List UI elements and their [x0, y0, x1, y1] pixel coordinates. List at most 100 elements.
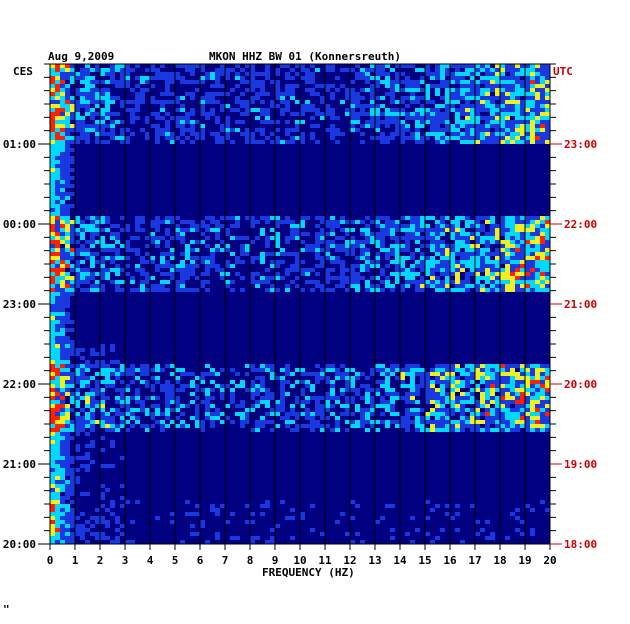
spectrogram-cell: [350, 396, 355, 400]
spectrogram-cell: [50, 128, 55, 132]
spectrogram-cell: [250, 100, 255, 104]
spectrogram-cell: [435, 408, 440, 412]
spectrogram-cell: [530, 224, 535, 228]
spectrogram-cell: [80, 364, 85, 368]
spectrogram-cell: [125, 76, 130, 80]
spectrogram-cell: [455, 232, 460, 236]
spectrogram-cell: [250, 512, 255, 516]
spectrogram-cell: [210, 220, 215, 224]
spectrogram-cell: [440, 372, 445, 376]
spectrogram-cell: [90, 444, 95, 448]
spectrogram-cell: [55, 508, 60, 512]
spectrogram-cell: [410, 392, 415, 396]
spectrogram-cell: [375, 260, 380, 264]
spectrogram-cell: [440, 268, 445, 272]
spectrogram-cell: [50, 372, 55, 376]
spectrogram-cell: [535, 248, 540, 252]
spectrogram-cell: [125, 404, 130, 408]
spectrogram-cell: [100, 108, 105, 112]
spectrogram-cell: [175, 288, 180, 292]
spectrogram-cell: [460, 380, 465, 384]
spectrogram-cell: [175, 368, 180, 372]
spectrogram-cell: [530, 376, 535, 380]
spectrogram-cell: [525, 260, 530, 264]
spectrogram-cell: [460, 216, 465, 220]
spectrogram-cell: [545, 236, 550, 240]
spectrogram-cell: [365, 120, 370, 124]
spectrogram-cell: [75, 232, 80, 236]
spectrogram-cell: [160, 92, 165, 96]
spectrogram-cell: [220, 368, 225, 372]
spectrogram-cell: [130, 248, 135, 252]
spectrogram-cell: [105, 276, 110, 280]
spectrogram-cell: [480, 376, 485, 380]
spectrogram-cell: [170, 216, 175, 220]
spectrogram-cell: [135, 416, 140, 420]
spectrogram-cell: [495, 376, 500, 380]
spectrogram-cell: [350, 248, 355, 252]
spectrogram-cell: [390, 388, 395, 392]
spectrogram-cell: [65, 360, 70, 364]
spectrogram-cell: [110, 444, 115, 448]
spectrogram-cell: [485, 260, 490, 264]
spectrogram-cell: [355, 280, 360, 284]
spectrogram-cell: [260, 260, 265, 264]
spectrogram-cell: [290, 88, 295, 92]
spectrogram-cell: [170, 392, 175, 396]
spectrogram-cell: [70, 508, 75, 512]
spectrogram-cell: [50, 428, 55, 432]
spectrogram-cell: [70, 512, 75, 516]
x-tick-label: 7: [222, 554, 229, 567]
spectrogram-cell: [285, 416, 290, 420]
spectrogram-cell: [55, 472, 60, 476]
spectrogram-cell: [130, 288, 135, 292]
spectrogram-cell: [545, 88, 550, 92]
spectrogram-cell: [55, 300, 60, 304]
spectrogram-cell: [85, 464, 90, 468]
spectrogram-cell: [340, 68, 345, 72]
spectrogram-cell: [115, 284, 120, 288]
spectrogram-cell: [65, 524, 70, 528]
spectrogram-cell: [400, 256, 405, 260]
spectrogram-cell: [80, 88, 85, 92]
spectrogram-cell: [230, 288, 235, 292]
spectrogram-cell: [460, 408, 465, 412]
spectrogram-cell: [270, 228, 275, 232]
spectrogram-cell: [60, 452, 65, 456]
spectrogram-cell: [300, 388, 305, 392]
spectrogram-cell: [120, 120, 125, 124]
spectrogram-cell: [500, 276, 505, 280]
spectrogram-cell: [55, 216, 60, 220]
spectrogram-cell: [375, 276, 380, 280]
spectrogram-cell: [495, 280, 500, 284]
spectrogram-cell: [400, 372, 405, 376]
spectrogram-cell: [205, 236, 210, 240]
spectrogram-cell: [120, 100, 125, 104]
spectrogram-cell: [375, 380, 380, 384]
spectrogram-cell: [210, 216, 215, 220]
spectrogram-cell: [75, 140, 80, 144]
spectrogram-cell: [300, 112, 305, 116]
spectrogram-cell: [360, 232, 365, 236]
spectrogram-cell: [305, 372, 310, 376]
spectrogram-cell: [70, 460, 75, 464]
spectrogram-cell: [425, 260, 430, 264]
spectrogram-cell: [450, 136, 455, 140]
spectrogram-cell: [470, 112, 475, 116]
spectrogram-cell: [455, 288, 460, 292]
spectrogram-cell: [420, 424, 425, 428]
spectrogram-cell: [70, 520, 75, 524]
spectrogram-cell: [535, 236, 540, 240]
spectrogram-cell: [115, 540, 120, 544]
spectrogram-cell: [460, 232, 465, 236]
spectrogram-cell: [280, 396, 285, 400]
spectrogram-cell: [255, 108, 260, 112]
spectrogram-cell: [415, 288, 420, 292]
spectrogram-cell: [365, 88, 370, 92]
spectrogram-cell: [440, 240, 445, 244]
spectrogram-cell: [255, 220, 260, 224]
spectrogram-cell: [115, 400, 120, 404]
spectrogram-cell: [60, 160, 65, 164]
spectrogram-cell: [175, 120, 180, 124]
spectrogram-cell: [55, 212, 60, 216]
